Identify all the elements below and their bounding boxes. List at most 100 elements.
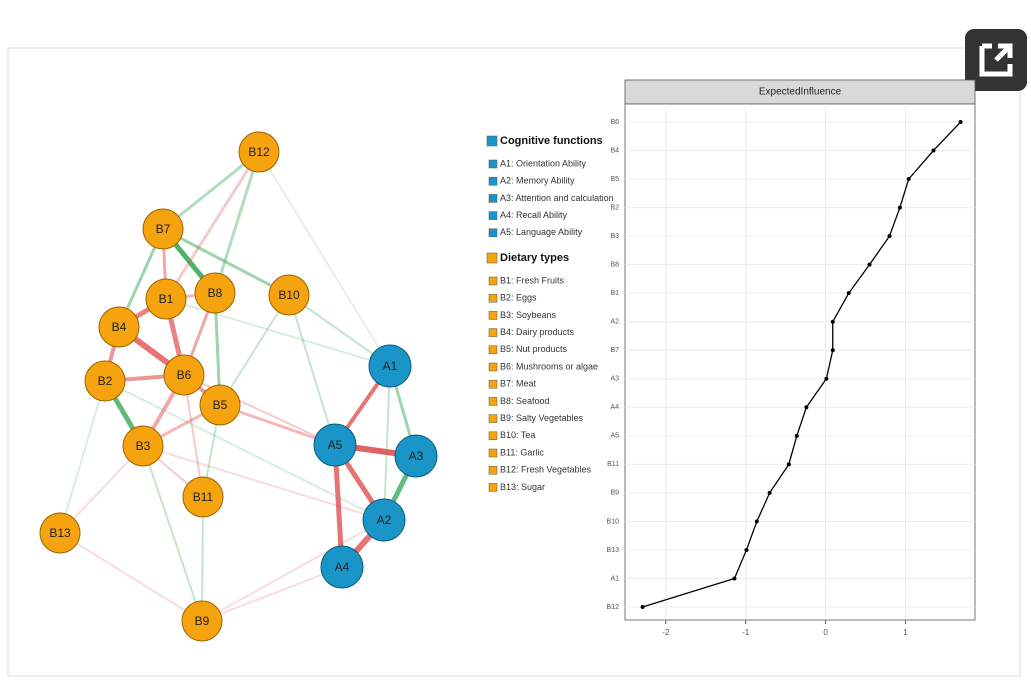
expand-button[interactable] [965,29,1027,91]
legend-swatch [488,159,498,169]
y-tick-label: A2 [610,319,619,326]
y-tick-label: B6 [610,119,619,126]
node-label: B12 [248,145,270,159]
edge [164,151,261,300]
legend-swatch [488,465,498,475]
point [906,177,911,182]
point [744,547,749,552]
node [362,498,406,542]
node-label: B13 [49,526,71,540]
legend-item: B11: Garlic [500,447,544,457]
legend-swatch [488,211,498,220]
legend-swatch [488,448,498,458]
point [794,433,799,438]
node-label: A1 [383,359,398,373]
y-tick-label: B11 [607,461,619,468]
expand-icon [979,43,1013,77]
y-tick-label: A4 [610,404,619,411]
y-tick-label: B3 [610,233,619,240]
node-label: A4 [335,560,350,574]
point [887,234,892,239]
legend-group-title: Cognitive functions [500,135,603,147]
node-label: B10 [278,288,300,302]
node [181,600,223,642]
node [394,434,438,478]
node [163,354,205,396]
network: B12 B7 B1 B8 B10 B4 B2 B6 B5 B3 B11 B13 B9 A1 A5 A3 A2 A4 [39,131,438,642]
node-label: B9 [195,614,210,628]
legend-item: B3: Soybeans [500,310,557,320]
legend-item: B4: Dairy products [500,327,575,337]
legend-item: B5: Nut products [500,344,568,354]
legend-item: A3: Attention and calculation [500,193,614,203]
node-label: B5 [213,398,228,412]
node [145,278,187,320]
legend-swatch [488,483,498,492]
point [804,405,809,410]
node [268,274,310,316]
y-tick-label: B2 [610,204,619,211]
legend-item: B10: Tea [500,430,535,440]
edge [201,519,385,622]
legend-swatch [488,345,498,355]
node [98,306,140,348]
edge [59,532,203,622]
edge [165,298,391,367]
y-tick-label: B4 [610,147,619,154]
y-tick-label: B9 [610,490,619,497]
node [84,360,126,402]
y-tick-label: B8 [610,261,619,268]
legend-swatch [486,135,498,147]
legend-item: B6: Mushrooms or algae [500,361,598,371]
chart: ExpectedInfluence -2 -1 0 1 B6 B4 B5 B2 B3 B8 B1 A2 B… [607,79,976,637]
legend-swatch [488,194,498,203]
x-tick-label: -2 [662,628,670,637]
edge [201,566,343,622]
legend-swatch [488,362,498,372]
y-tick-label: B5 [610,176,619,183]
point [767,490,772,495]
node-label: B8 [208,286,223,300]
x-tick-label: -1 [742,628,750,637]
y-tick-label: A3 [610,376,619,383]
legend-swatch [488,431,498,441]
y-tick-label: B7 [610,347,619,354]
point [846,291,851,296]
node [238,131,280,173]
y-tick-label: B12 [607,604,620,611]
line [642,121,962,608]
panel [624,103,976,621]
x-tick-label: 0 [823,628,828,637]
legend-item: B7: Meat [500,379,537,389]
legend-swatch [488,228,498,238]
point [931,148,936,153]
node-label: B3 [136,439,151,453]
point [897,205,902,210]
y-tick-label: A1 [610,575,619,582]
point [830,348,835,353]
point [754,519,759,524]
node-label: A2 [377,513,392,527]
edge [142,445,385,521]
edge [383,365,391,521]
legend-item: B2: Eggs [500,293,537,303]
point [786,462,791,467]
y-tick-label: B10 [607,518,620,525]
legend-item: B12: Fresh Vegetables [500,465,592,475]
strip [624,79,976,105]
node-label: B11 [193,490,214,504]
point [830,319,835,324]
edge [162,150,260,231]
legend-item: A1: Orientation Ability [500,158,587,168]
legend-swatch [488,176,498,186]
edge [183,374,204,498]
legend-swatch [488,379,498,389]
edge [183,374,336,446]
legend-item: A4: Recall Ability [500,210,568,220]
legend-item: B1: Fresh Fruits [500,275,565,285]
edge [59,380,106,534]
node [122,425,164,467]
edge [201,496,204,622]
edge [288,294,336,446]
